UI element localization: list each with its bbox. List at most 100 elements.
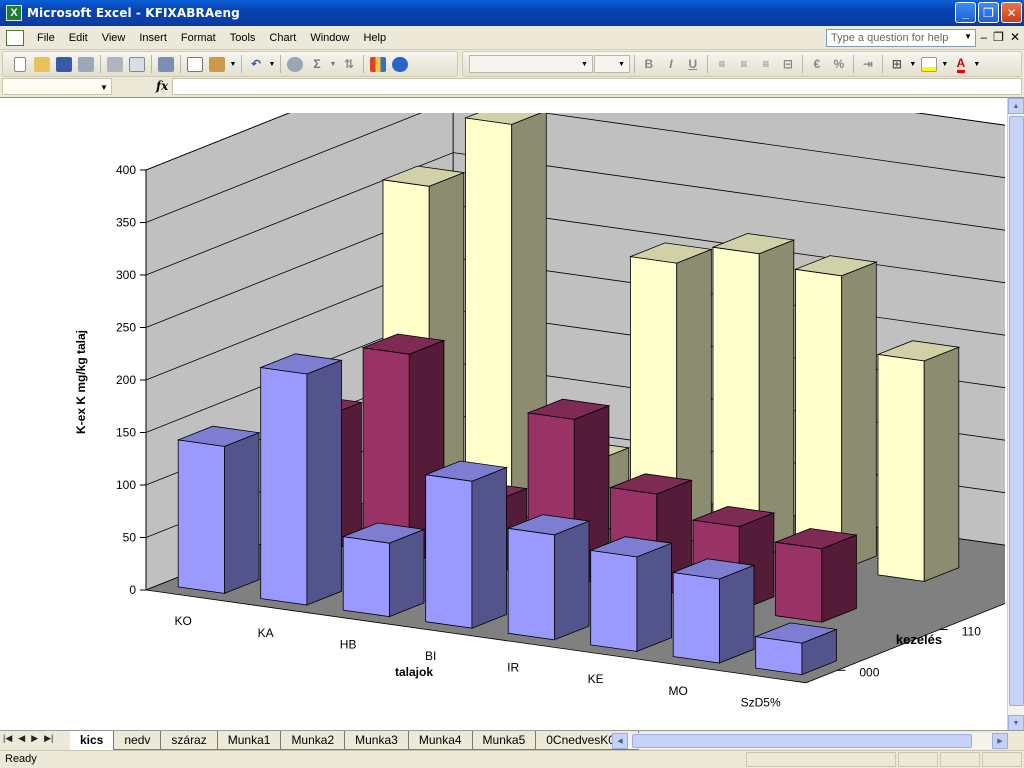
scroll-up-icon[interactable]: ▲ [1008, 98, 1024, 114]
insert-function-icon[interactable]: fx [156, 79, 169, 93]
workbook-minimize-icon[interactable]: – [980, 30, 988, 44]
scroll-left-icon[interactable]: ◀ [612, 733, 628, 749]
sort-icon[interactable]: ⇅ [343, 57, 355, 71]
vertical-scrollbar[interactable]: ▲ ▼ [1007, 98, 1024, 731]
chevron-down-icon[interactable]: ▼ [964, 32, 972, 41]
indent-icon[interactable]: ⇥ [862, 57, 873, 71]
bar-top-110 [774, 528, 858, 550]
sheet-tab[interactable]: Munka2 [281, 731, 346, 750]
bar-front-431[interactable] [795, 268, 843, 571]
help-search-input[interactable]: Type a question for help [826, 29, 976, 47]
menu-window[interactable]: Window [310, 31, 350, 44]
workbook-restore-icon[interactable]: ❐ [993, 30, 1004, 44]
menu-file[interactable]: File [37, 31, 55, 44]
autosum-icon[interactable]: Σ [313, 57, 321, 71]
chart-wizard-icon[interactable] [367, 53, 389, 75]
align-left-icon[interactable]: ≡ [718, 57, 726, 71]
menu-tools[interactable]: Tools [229, 31, 256, 44]
copy-icon[interactable] [184, 53, 206, 75]
permission-icon[interactable] [75, 53, 97, 75]
research-icon[interactable] [155, 53, 177, 75]
merge-center-icon[interactable]: ⊟ [782, 57, 793, 71]
chart-area[interactable]: 0 50 100 150 200 250 300 350 400 KO KA HB BI IR KE MO Sz… [1, 113, 1005, 729]
next-sheet-icon[interactable]: ▶ [31, 733, 39, 743]
font-color-dropdown-icon[interactable]: ▼ [973, 60, 981, 68]
formula-input[interactable] [172, 78, 1022, 95]
chevron-down-icon[interactable]: ▼ [581, 60, 588, 68]
excel-app-icon[interactable]: X [6, 5, 22, 21]
bar-front-000[interactable] [507, 527, 555, 641]
underline-icon[interactable]: U [688, 57, 698, 71]
fill-dropdown-icon[interactable]: ▼ [941, 60, 949, 68]
menu-view[interactable]: View [101, 31, 126, 44]
sheet-tab[interactable]: száraz [161, 731, 218, 750]
sheet-tab[interactable]: Munka4 [408, 731, 473, 750]
save-icon[interactable] [53, 53, 75, 75]
open-icon[interactable] [31, 53, 53, 75]
bar-top-110 [361, 333, 446, 355]
align-right-icon[interactable]: ≡ [762, 57, 770, 71]
bar-front-431[interactable] [877, 353, 925, 582]
bar-front-000[interactable] [342, 536, 390, 618]
vertical-scroll-thumb[interactable] [1009, 116, 1024, 706]
borders-dropdown-icon[interactable]: ▼ [909, 60, 917, 68]
menu-insert[interactable]: Insert [139, 31, 167, 44]
prev-sheet-icon[interactable]: ◀ [18, 733, 26, 743]
chevron-down-icon[interactable]: ▼ [617, 60, 625, 68]
workbook-icon[interactable] [6, 29, 24, 46]
percent-icon[interactable]: % [833, 57, 845, 71]
menu-help[interactable]: Help [363, 31, 387, 44]
menu-format[interactable]: Format [180, 31, 216, 44]
workbook-close-icon[interactable]: ✕ [1009, 30, 1020, 44]
formatting-toolbar: ▼ ▼ B I U ≡ ≡ ≡ ⊟ € % ⇥ ⊞ ▼ ▼ A ▼ [462, 51, 1022, 77]
undo-dropdown-icon[interactable]: ▼ [268, 60, 276, 68]
hyperlink-icon[interactable] [284, 53, 306, 75]
sheet-tab[interactable]: Munka1 [217, 731, 282, 750]
scroll-down-icon[interactable]: ▼ [1008, 715, 1024, 731]
bar-front-000[interactable] [425, 474, 473, 629]
paste-icon[interactable] [206, 53, 228, 75]
menu-edit[interactable]: Edit [68, 31, 88, 44]
name-box[interactable] [2, 78, 112, 95]
first-sheet-icon[interactable]: |◀ [3, 733, 13, 743]
last-sheet-icon[interactable]: ▶| [44, 733, 54, 743]
horizontal-scrollbar[interactable]: ◀ ▶ [612, 733, 1008, 749]
restore-button[interactable]: ❐ [978, 2, 999, 23]
minimize-button[interactable]: _ [955, 2, 976, 23]
currency-icon[interactable]: € [813, 57, 821, 71]
x-tick-label: MO [668, 684, 687, 698]
window-title: Microsoft Excel - KFIXABRAeng [27, 6, 240, 20]
close-button[interactable]: ✕ [1001, 2, 1022, 23]
bar-front-000[interactable] [177, 439, 225, 594]
new-icon[interactable] [9, 53, 31, 75]
borders-icon[interactable]: ⊞ [891, 57, 902, 71]
font-color-icon[interactable]: A [950, 53, 972, 75]
font-size-select[interactable] [593, 55, 630, 73]
bar-front-110[interactable] [775, 541, 823, 623]
bold-icon[interactable]: B [644, 57, 654, 71]
gridline [145, 113, 1005, 171]
undo-icon[interactable]: ↶ [250, 57, 262, 71]
sheet-tab[interactable]: kics [70, 731, 115, 750]
font-name-select[interactable] [469, 55, 593, 73]
print-icon[interactable] [104, 53, 126, 75]
align-center-icon[interactable]: ≡ [740, 57, 748, 71]
bar-front-000[interactable] [590, 549, 638, 652]
help-icon[interactable] [389, 53, 411, 75]
print-preview-icon[interactable] [126, 53, 148, 75]
fill-color-icon[interactable] [918, 53, 940, 75]
sheet-tab[interactable]: Munka3 [345, 731, 409, 750]
autosum-dropdown-icon[interactable]: ▼ [329, 60, 337, 68]
bar-side-000 [554, 520, 590, 641]
bar-front-000[interactable] [260, 367, 308, 606]
paste-dropdown-icon[interactable]: ▼ [229, 60, 237, 68]
horizontal-scroll-thumb[interactable] [632, 734, 972, 748]
menu-chart[interactable]: Chart [269, 31, 297, 44]
italic-icon[interactable]: I [669, 57, 673, 71]
sheet-tab[interactable]: Munka5 [472, 731, 537, 750]
bar-front-000[interactable] [672, 572, 720, 664]
scroll-right-icon[interactable]: ▶ [992, 733, 1008, 749]
standard-toolbar: ▼ ↶ ▼ Σ ▼ ⇅ [2, 51, 458, 77]
sheet-tab[interactable]: nedv [114, 731, 162, 750]
chevron-down-icon[interactable]: ▼ [100, 83, 108, 92]
